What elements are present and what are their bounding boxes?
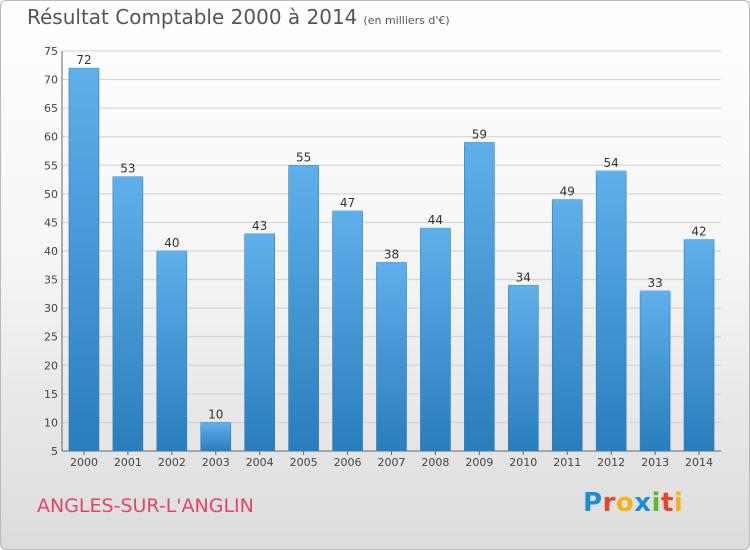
chart-subtitle: (en milliers d'€) (363, 14, 450, 27)
logo-letter: i (651, 488, 661, 518)
bar (464, 142, 495, 452)
x-tick-label: 2014 (685, 456, 713, 469)
logo-letter: P (583, 488, 603, 518)
y-tick-label: 65 (44, 102, 58, 115)
x-tick-label: 2011 (553, 456, 581, 469)
bar-top-highlight (68, 68, 99, 72)
y-tick-label: 75 (44, 45, 58, 58)
bar (68, 67, 100, 452)
y-tick-label: 25 (44, 331, 58, 344)
bar (200, 422, 232, 452)
bar (551, 199, 583, 452)
logo-letter: t (660, 488, 674, 518)
bar-value-label: 55 (296, 150, 311, 164)
x-tick-label: 2012 (597, 456, 625, 469)
y-tick-label: 70 (44, 74, 58, 87)
y-tick-label: 60 (44, 131, 58, 144)
bar (244, 233, 275, 452)
bar (639, 290, 671, 452)
x-tick-label: 2009 (465, 456, 493, 469)
bar-top-highlight (640, 291, 671, 294)
x-tick-label: 2005 (290, 456, 318, 469)
y-tick-label: 10 (44, 416, 58, 429)
chart-title-text: Résultat Comptable 2000 à 2014 (27, 5, 358, 29)
bar-value-label: 42 (691, 225, 706, 239)
labels: 5 10 15 20 25 30 35 40 45 50 55 60 65 70 75 72 2000 53 200… (44, 45, 713, 469)
chart-title: Résultat Comptable 2000 à 2014 (en millie… (27, 5, 450, 29)
bar-top-highlight (552, 199, 583, 203)
x-tick-label: 2001 (114, 456, 142, 469)
bar-value-label: 54 (604, 156, 619, 170)
bar-value-label: 34 (516, 270, 531, 284)
y-tick-label: 15 (44, 388, 58, 401)
bar-top-highlight (596, 171, 627, 174)
y-tick-label: 20 (44, 359, 58, 372)
bar (332, 210, 363, 452)
bar-top-highlight (112, 176, 143, 180)
x-tick-label: 2013 (641, 456, 669, 469)
bar (507, 284, 539, 452)
logo-letter: r (602, 488, 616, 518)
x-tick-label: 2003 (202, 456, 230, 469)
bar-value-label: 44 (428, 213, 443, 227)
bar (376, 262, 407, 452)
bar-top-highlight (420, 228, 451, 232)
bar-value-label: 38 (384, 247, 399, 261)
x-tick-label: 2000 (70, 456, 98, 469)
bar-top-highlight (684, 239, 715, 243)
bar-top-highlight (376, 262, 407, 266)
bar-top-highlight (332, 211, 363, 214)
bar (112, 176, 144, 452)
bar-value-label: 10 (208, 407, 223, 421)
bar-top-highlight (288, 165, 319, 169)
x-tick-label: 2004 (246, 456, 274, 469)
bar-value-label: 72 (76, 53, 91, 67)
logo-letter: x (634, 488, 652, 518)
y-tick-label: 5 (51, 445, 58, 458)
bar-top-highlight (244, 233, 275, 237)
y-tick-label: 30 (44, 302, 58, 315)
x-tick-label: 2006 (334, 456, 362, 469)
x-tick-label: 2008 (421, 456, 449, 469)
bar (683, 239, 715, 452)
bar-top-highlight (156, 251, 187, 254)
bar-top-highlight (508, 285, 539, 289)
x-tick-label: 2002 (158, 456, 186, 469)
y-tick-label: 50 (44, 188, 58, 201)
bar-value-label: 47 (340, 196, 355, 210)
y-tick-label: 35 (44, 274, 58, 287)
bar (420, 227, 451, 452)
proxiti-logo[interactable]: Proxiti (583, 488, 683, 518)
x-tick-label: 2010 (509, 456, 537, 469)
logo-letter: o (615, 488, 635, 518)
y-tick-label: 45 (44, 216, 58, 229)
bar-value-label: 53 (120, 162, 135, 176)
bar-value-label: 40 (164, 236, 179, 250)
bar-value-label: 33 (647, 276, 662, 290)
bar-top-highlight (464, 142, 495, 146)
x-tick-label: 2007 (378, 456, 406, 469)
location-name: ANGLES-SUR-L'ANGLIN (37, 495, 254, 517)
bar-value-label: 59 (472, 127, 487, 141)
bar-value-label: 49 (560, 185, 575, 199)
bars (68, 67, 715, 452)
y-tick-label: 55 (44, 159, 58, 172)
logo-letter: i (673, 488, 684, 518)
bar-top-highlight (200, 422, 231, 426)
bar (156, 250, 188, 452)
bar (595, 170, 627, 452)
bar (288, 164, 319, 452)
bar-value-label: 43 (252, 219, 267, 233)
y-tick-label: 40 (44, 245, 58, 258)
